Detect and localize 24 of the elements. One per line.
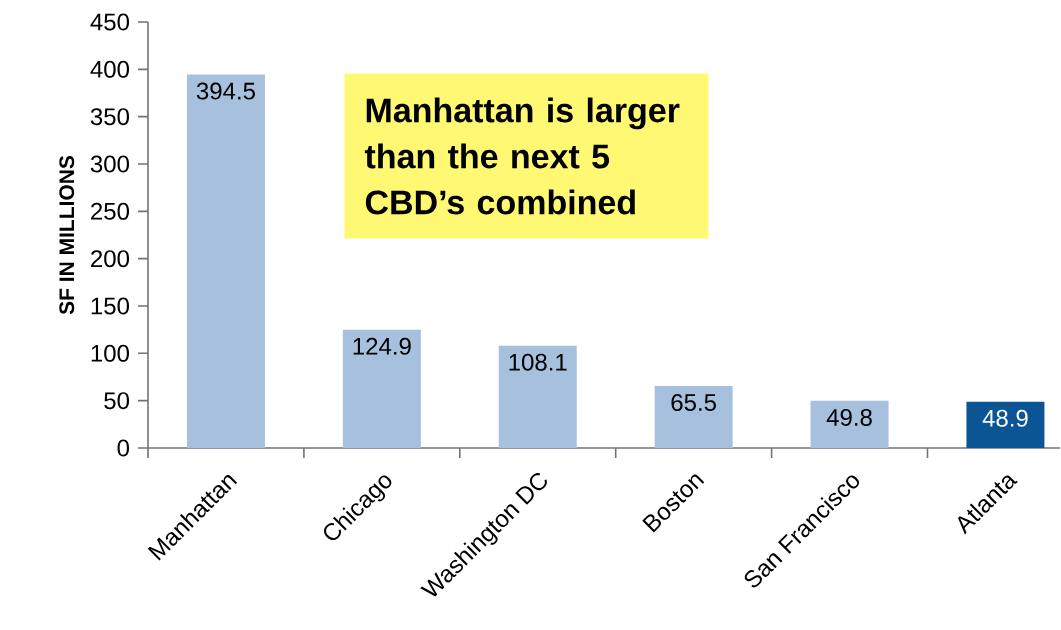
y-tick-label: 350 bbox=[90, 108, 130, 126]
data-label: 108.1 bbox=[509, 353, 567, 371]
y-tick-label: 300 bbox=[90, 155, 130, 173]
bar bbox=[342, 329, 421, 448]
y-tick-label: 250 bbox=[91, 202, 130, 220]
data-label: 394.5 bbox=[196, 82, 255, 100]
y-tick-label: 150 bbox=[91, 297, 130, 315]
annotation: Manhattan is larger than the next 5 CBD’s combined bbox=[364, 97, 680, 215]
bar bbox=[966, 401, 1045, 448]
y-axis-title: SF IN MILLIONS bbox=[59, 155, 75, 315]
bar bbox=[654, 385, 733, 448]
bar bbox=[810, 400, 889, 448]
bar bbox=[186, 74, 265, 448]
data-label: 65.5 bbox=[671, 394, 716, 412]
data-label: 124.9 bbox=[353, 337, 411, 355]
data-label: 49.8 bbox=[826, 408, 872, 426]
y-tick-label: 0 bbox=[117, 439, 130, 457]
y-tick-label: 50 bbox=[104, 392, 130, 410]
y-tick-label: 200 bbox=[91, 250, 130, 268]
data-label: 48.9 bbox=[982, 409, 1028, 427]
bar bbox=[498, 345, 577, 448]
y-tick-label: 100 bbox=[91, 344, 130, 362]
y-tick-label: 450 bbox=[90, 13, 130, 31]
y-tick-label: 400 bbox=[90, 60, 130, 78]
